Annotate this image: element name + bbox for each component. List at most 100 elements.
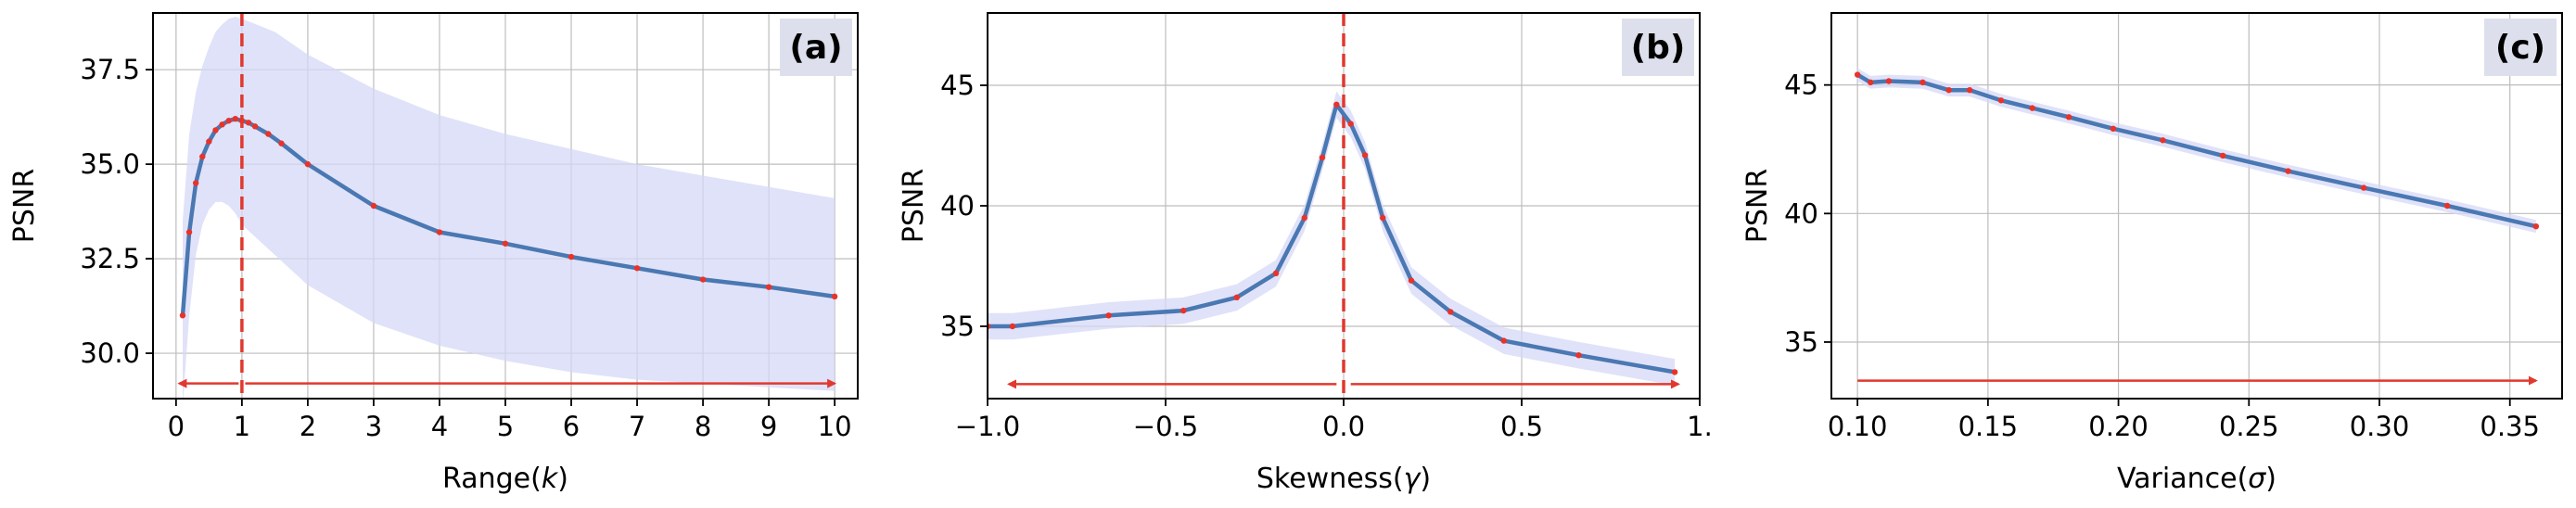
data-point xyxy=(251,123,259,130)
x-tick-label: 2 xyxy=(300,411,316,442)
data-point xyxy=(1361,152,1369,159)
y-tick-label: 45 xyxy=(940,70,975,101)
x-tick-label: 0.35 xyxy=(2480,411,2540,442)
x-tick-label: 1 xyxy=(234,411,250,442)
data-point xyxy=(2360,184,2367,191)
data-point xyxy=(2285,168,2291,174)
y-tick-label: 30.0 xyxy=(80,337,140,369)
data-point xyxy=(1919,79,1926,86)
panel-label-box xyxy=(1622,19,1694,76)
chart-panel-2: −1.0 −0.5 0.0 0.5 1. 35 40 45 Skewness(γ) PSNR (b) xyxy=(898,12,1713,495)
data-point xyxy=(278,140,285,146)
data-point xyxy=(1671,369,1678,375)
x-tick-label: 0.25 xyxy=(2219,411,2279,442)
data-point xyxy=(1945,87,1952,94)
series-line xyxy=(1855,72,2539,229)
data-point xyxy=(212,127,219,133)
data-point xyxy=(1997,97,2005,104)
x-tick-label: 8 xyxy=(695,411,711,442)
data-point xyxy=(192,180,199,186)
data-point xyxy=(232,115,238,122)
data-point xyxy=(699,276,707,283)
data-point xyxy=(199,153,206,160)
data-point xyxy=(1272,270,1280,276)
y-axis-label: PSNR xyxy=(1741,169,1774,243)
data-point xyxy=(1575,352,1582,359)
data-point xyxy=(1885,78,1893,84)
data-point xyxy=(1447,309,1454,315)
data-point xyxy=(1854,71,1861,78)
x-tick-label: 0.5 xyxy=(1500,411,1543,442)
data-point xyxy=(370,202,377,210)
x-tick-label: 10 xyxy=(818,411,852,442)
data-point xyxy=(1408,277,1415,284)
x-tick-label: 1. xyxy=(1687,411,1713,442)
data-point xyxy=(245,120,252,126)
y-axis-label: PSNR xyxy=(8,169,41,243)
x-tick-label: −1.0 xyxy=(955,411,1020,442)
x-tick-label: 0 xyxy=(168,411,185,442)
plot-area xyxy=(1831,13,2562,399)
data-point xyxy=(831,293,838,300)
x-tick-label: 7 xyxy=(629,411,645,442)
chart-panel-1: 0 1 2 3 4 5 6 7 8 9 10 30.0 32.5 35.0 37.5 Range(k) PSNR… xyxy=(8,12,859,495)
data-point xyxy=(1966,87,1973,94)
data-point xyxy=(1347,121,1354,127)
y-axis-label: PSNR xyxy=(898,169,930,243)
panel-label-box xyxy=(2484,19,2557,76)
data-point xyxy=(2532,222,2540,230)
chart-panel-3: 0.10 0.15 0.20 0.25 0.30 0.35 35 40 45 Variance(σ… xyxy=(1741,12,2563,495)
x-tick-label: 0.15 xyxy=(1958,411,2019,442)
data-point xyxy=(436,229,443,235)
data-point xyxy=(1180,307,1187,314)
x-tick-label: 6 xyxy=(563,411,580,442)
data-point xyxy=(1105,312,1112,319)
data-point xyxy=(206,138,212,145)
data-point xyxy=(2160,137,2166,144)
data-point xyxy=(1233,294,1241,300)
data-point xyxy=(2029,105,2035,111)
data-point xyxy=(1319,154,1326,161)
data-point xyxy=(1333,101,1340,108)
data-point xyxy=(219,121,225,128)
data-point xyxy=(2443,202,2451,210)
x-tick-label: 0.20 xyxy=(2088,411,2149,442)
series-line xyxy=(988,102,1677,375)
data-point xyxy=(304,160,312,168)
x-tick-label: 5 xyxy=(497,411,514,442)
y-tick-label: 40 xyxy=(940,190,975,222)
y-tick-label: 37.5 xyxy=(80,54,140,85)
confidence-band xyxy=(183,17,835,399)
data-point xyxy=(1009,323,1016,330)
y-tick-label: 40 xyxy=(1784,197,1818,229)
x-tick-label: 4 xyxy=(431,411,448,442)
data-point xyxy=(1380,214,1386,222)
panel-label: (c) xyxy=(2495,29,2545,67)
x-axis-label: Range(k) xyxy=(442,463,568,495)
x-tick-label: 0.0 xyxy=(1322,411,1365,442)
data-point xyxy=(1301,214,1307,222)
data-point xyxy=(179,312,186,319)
data-point xyxy=(1868,79,1874,86)
data-point xyxy=(238,118,246,124)
x-axis-label: Variance(σ) xyxy=(2117,463,2276,495)
panel-label: (a) xyxy=(789,29,842,67)
x-tick-label: 0.10 xyxy=(1828,411,1888,442)
data-point xyxy=(2110,125,2117,132)
panel-label-box xyxy=(780,19,852,76)
y-tick-label: 45 xyxy=(1784,70,1818,101)
data-point xyxy=(2065,114,2072,121)
axes-frame xyxy=(1830,12,2563,400)
x-axis-label: Skewness(γ) xyxy=(1256,463,1431,495)
data-point xyxy=(265,131,272,137)
data-point xyxy=(633,265,641,272)
plot-area xyxy=(153,13,858,399)
data-point xyxy=(567,253,575,260)
plot-area xyxy=(988,13,1700,399)
y-tick-label: 35 xyxy=(1784,326,1818,358)
data-point xyxy=(185,229,193,235)
x-tick-label: 3 xyxy=(365,411,382,442)
panel-label: (b) xyxy=(1631,29,1686,67)
x-tick-label: 9 xyxy=(760,411,777,442)
